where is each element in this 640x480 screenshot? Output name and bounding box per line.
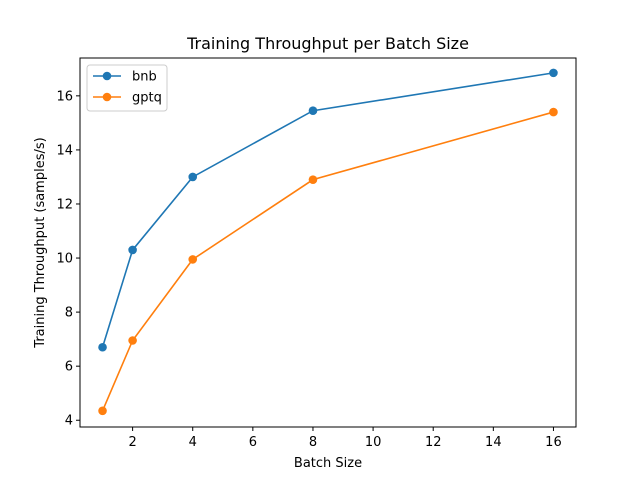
data-point-gptq <box>308 175 318 184</box>
data-point-gptq <box>128 336 137 345</box>
y-tick-label: 14 <box>56 143 73 158</box>
x-tick-label: 2 <box>128 435 136 450</box>
x-tick-label: 12 <box>425 435 442 450</box>
y-tick-label: 16 <box>56 89 73 104</box>
x-tick-label: 16 <box>545 435 562 450</box>
series-line-gptq <box>101 111 554 412</box>
legend-marker-gptq <box>102 92 112 102</box>
x-tick-label: 14 <box>485 435 502 450</box>
data-point-gptq <box>98 406 107 416</box>
y-tick-label: 10 <box>56 252 73 267</box>
chart-title: Training Throughput per Batch Size <box>186 34 469 53</box>
legend: bnb gptq <box>86 64 168 112</box>
x-axis-title: Batch Size <box>294 456 362 471</box>
legend-label-gptq: gptq <box>132 91 162 106</box>
y-axis-title: Training Throughput (samples/s) <box>33 137 48 348</box>
series-line-bnb <box>101 72 554 348</box>
y-tick-label: 12 <box>56 197 73 212</box>
x-tick-label: 6 <box>249 435 257 450</box>
x-tick-label: 8 <box>309 435 317 450</box>
data-point-gptq <box>549 107 558 117</box>
legend-label-bnb: bnb <box>132 70 157 85</box>
y-tick-label: 8 <box>65 306 73 321</box>
y-tick-label: 4 <box>65 414 73 429</box>
data-point-bnb <box>308 106 318 116</box>
legend-marker-bnb <box>102 71 112 81</box>
data-point-bnb <box>188 172 198 182</box>
x-tick-label: 10 <box>365 435 382 450</box>
data-point-bnb <box>128 245 137 255</box>
data-point-bnb <box>549 68 558 78</box>
data-point-gptq <box>188 255 198 264</box>
y-tick-label: 6 <box>65 360 73 375</box>
data-point-bnb <box>98 342 107 352</box>
x-tick-label: 4 <box>189 435 197 450</box>
plot-frame <box>79 57 577 428</box>
